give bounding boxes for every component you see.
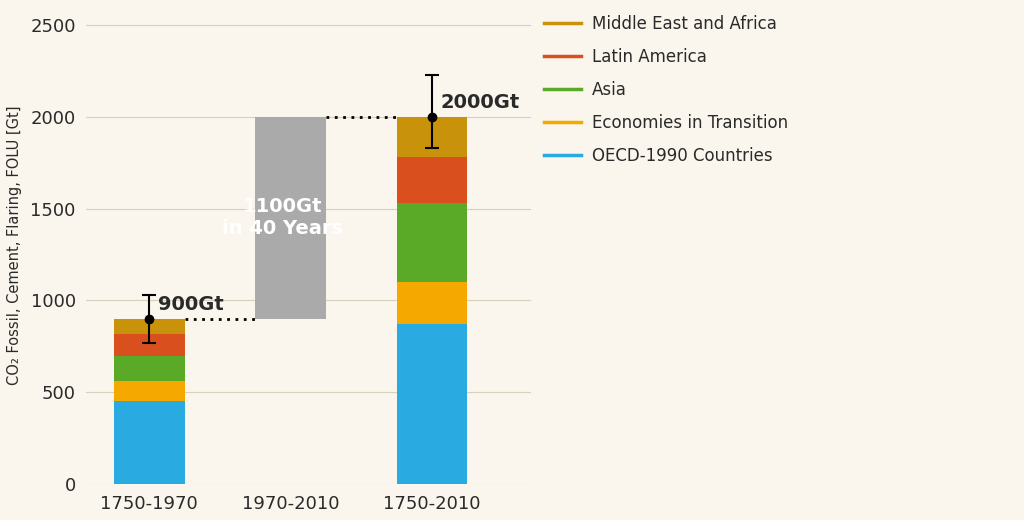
Bar [114, 381, 184, 401]
Bar [114, 333, 184, 356]
Bar [396, 282, 467, 324]
Bar [114, 356, 184, 381]
Bar [396, 324, 467, 484]
Legend: Middle East and Africa, Latin America, Asia, Economies in Transition, OECD-1990 : Middle East and Africa, Latin America, A… [544, 15, 788, 165]
Text: 1100Gt
in 40 Years: 1100Gt in 40 Years [221, 198, 343, 239]
Y-axis label: CO₂ Fossil, Cement, Flaring, FOLU [Gt]: CO₂ Fossil, Cement, Flaring, FOLU [Gt] [7, 106, 22, 385]
Bar [255, 117, 326, 319]
Text: 2000Gt: 2000Gt [440, 94, 520, 112]
Bar [396, 158, 467, 203]
Bar [114, 319, 184, 333]
Bar [114, 401, 184, 484]
Text: 900Gt: 900Gt [158, 295, 223, 314]
Bar [396, 203, 467, 282]
Bar [396, 117, 467, 158]
